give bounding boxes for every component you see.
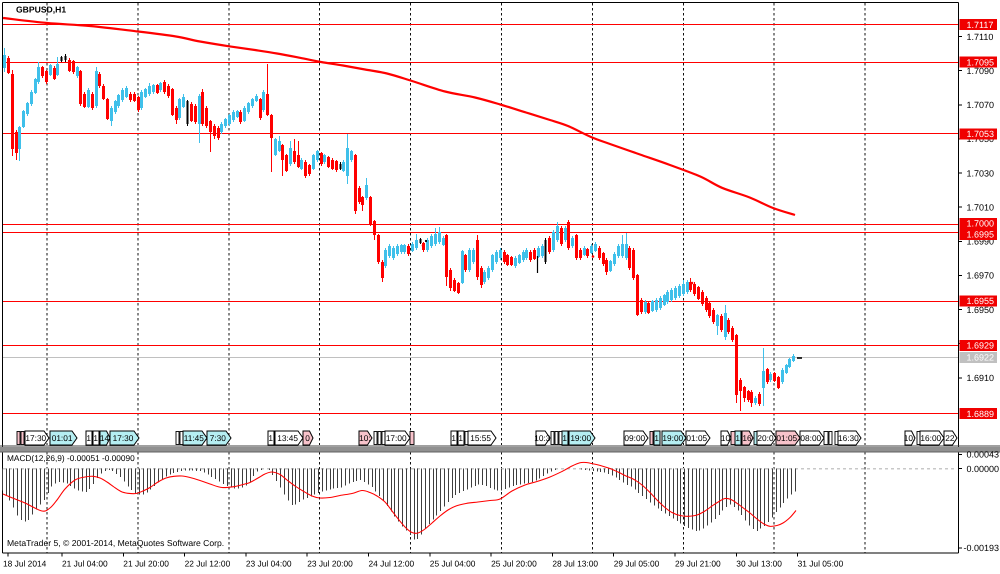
- svg-text:1.6922: 1.6922: [967, 353, 995, 363]
- svg-text:-0.00193: -0.00193: [964, 543, 1000, 553]
- svg-text:16:00: 16:00: [920, 433, 941, 443]
- svg-text:1.6990: 1.6990: [967, 237, 995, 247]
- svg-text:1.6950: 1.6950: [967, 305, 995, 315]
- svg-text:10:3: 10:3: [534, 433, 551, 443]
- svg-text:19:00: 19:00: [662, 433, 683, 443]
- svg-text:1.7095: 1.7095: [967, 57, 995, 67]
- svg-text:16: 16: [742, 433, 752, 443]
- svg-text:1: 1: [268, 433, 273, 443]
- svg-text:1.7110: 1.7110: [967, 32, 994, 42]
- svg-text:08:00: 08:00: [800, 433, 821, 443]
- svg-text:23 Jul 04:00: 23 Jul 04:00: [246, 559, 292, 569]
- svg-text:22: 22: [945, 433, 955, 443]
- svg-text:24 Jul 12:00: 24 Jul 12:00: [369, 559, 415, 569]
- svg-text:13:45: 13:45: [277, 433, 298, 443]
- svg-text:10: 10: [721, 433, 731, 443]
- svg-text:1.7030: 1.7030: [967, 168, 995, 178]
- svg-text:1.6955: 1.6955: [967, 296, 995, 306]
- svg-text:1.7090: 1.7090: [967, 66, 995, 76]
- svg-text:22 Jul 12:00: 22 Jul 12:00: [185, 559, 231, 569]
- svg-text:1.6889: 1.6889: [967, 409, 995, 419]
- svg-text:11:45: 11:45: [184, 433, 205, 443]
- svg-text:29 Jul 21:00: 29 Jul 21:00: [675, 559, 721, 569]
- svg-text:18 Jul 2014: 18 Jul 2014: [3, 559, 47, 569]
- svg-text:09:00: 09:00: [624, 433, 645, 443]
- svg-text:10:: 10:: [904, 433, 916, 443]
- svg-text:1.6910: 1.6910: [967, 373, 995, 383]
- svg-text:20:0: 20:0: [757, 433, 774, 443]
- svg-text:17:00: 17:00: [386, 433, 407, 443]
- svg-text:MACD(12,26,9) -0.00051 -0.0009: MACD(12,26,9) -0.00051 -0.00090: [7, 453, 135, 463]
- svg-text:29 Jul 05:00: 29 Jul 05:00: [614, 559, 660, 569]
- svg-text:01:01: 01:01: [52, 433, 73, 443]
- svg-text:0: 0: [305, 433, 310, 443]
- svg-text:1.6970: 1.6970: [967, 271, 995, 281]
- svg-text:25 Jul 20:00: 25 Jul 20:00: [491, 559, 537, 569]
- svg-text:1: 1: [93, 433, 98, 443]
- svg-text:7:30: 7:30: [210, 433, 227, 443]
- svg-text:16:30: 16:30: [838, 433, 859, 443]
- svg-text:1.7000: 1.7000: [967, 219, 995, 229]
- svg-text:1: 1: [562, 433, 567, 443]
- svg-text:1.7070: 1.7070: [967, 100, 995, 110]
- svg-text:21 Jul 20:00: 21 Jul 20:00: [123, 559, 169, 569]
- svg-text:MetaTrader 5, © 2001-2014, Met: MetaTrader 5, © 2001-2014, MetaQuotes So…: [7, 538, 224, 548]
- svg-text:1.6995: 1.6995: [967, 230, 995, 240]
- svg-text:0.00000: 0.00000: [967, 464, 1000, 474]
- svg-text:28 Jul 13:00: 28 Jul 13:00: [552, 559, 598, 569]
- svg-text:1.7117: 1.7117: [967, 20, 994, 30]
- svg-text:01:05: 01:05: [776, 433, 797, 443]
- svg-text:23 Jul 20:00: 23 Jul 20:00: [307, 559, 353, 569]
- svg-text:31 Jul 05:00: 31 Jul 05:00: [798, 559, 844, 569]
- svg-text:14: 14: [100, 433, 110, 443]
- svg-text:1: 1: [451, 433, 456, 443]
- svg-text:10:: 10:: [359, 433, 371, 443]
- svg-text:1.6929: 1.6929: [967, 341, 995, 351]
- svg-text:1: 1: [654, 433, 659, 443]
- svg-text:21 Jul 04:00: 21 Jul 04:00: [62, 559, 108, 569]
- svg-text:1: 1: [458, 433, 463, 443]
- svg-text:17:30: 17:30: [25, 433, 46, 443]
- svg-text:25 Jul 04:00: 25 Jul 04:00: [430, 559, 476, 569]
- svg-text:15:55: 15:55: [470, 433, 491, 443]
- svg-text:01:05: 01:05: [686, 433, 707, 443]
- svg-text:0.00043: 0.00043: [967, 450, 1000, 460]
- svg-text:1.7053: 1.7053: [967, 129, 995, 139]
- svg-text:1: 1: [86, 433, 91, 443]
- svg-text:1: 1: [735, 433, 740, 443]
- svg-text:GBPUSD,H1: GBPUSD,H1: [16, 5, 66, 15]
- svg-text:19:00: 19:00: [570, 433, 591, 443]
- svg-text:30 Jul 13:00: 30 Jul 13:00: [736, 559, 782, 569]
- svg-text:1.7010: 1.7010: [967, 202, 995, 212]
- svg-text:17:30: 17:30: [113, 433, 134, 443]
